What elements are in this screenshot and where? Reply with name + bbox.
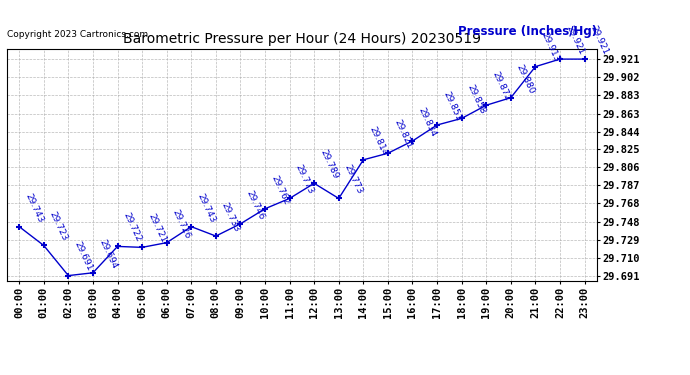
Title: Barometric Pressure per Hour (24 Hours) 20230519: Barometric Pressure per Hour (24 Hours) … (123, 32, 481, 46)
Text: Pressure (Inches/Hg): Pressure (Inches/Hg) (457, 24, 597, 38)
Text: 29.821: 29.821 (392, 118, 413, 150)
Text: 29.743: 29.743 (23, 192, 45, 224)
Text: 29.743: 29.743 (195, 192, 217, 224)
Text: 29.880: 29.880 (515, 63, 536, 95)
Text: 29.721: 29.721 (146, 212, 168, 244)
Text: 29.913: 29.913 (540, 32, 561, 64)
Text: 29.773: 29.773 (294, 163, 315, 196)
Text: 29.834: 29.834 (417, 106, 438, 138)
Text: 29.858: 29.858 (466, 83, 487, 116)
Text: 29.872: 29.872 (491, 70, 512, 102)
Text: 29.789: 29.789 (318, 148, 339, 181)
Text: 29.733: 29.733 (220, 201, 242, 233)
Text: Copyright 2023 Cartronics.com: Copyright 2023 Cartronics.com (7, 30, 148, 39)
Text: 29.921: 29.921 (589, 24, 610, 56)
Text: 29.722: 29.722 (121, 211, 143, 244)
Text: 29.723: 29.723 (48, 210, 70, 243)
Text: 29.851: 29.851 (441, 90, 463, 122)
Text: 29.762: 29.762 (269, 174, 290, 206)
Text: 29.814: 29.814 (368, 125, 389, 157)
Text: 29.746: 29.746 (244, 189, 266, 221)
Text: 29.921: 29.921 (564, 24, 586, 56)
Text: 29.726: 29.726 (171, 208, 193, 240)
Text: 29.773: 29.773 (343, 163, 364, 196)
Text: 29.691: 29.691 (72, 240, 94, 273)
Text: 29.694: 29.694 (97, 238, 119, 270)
